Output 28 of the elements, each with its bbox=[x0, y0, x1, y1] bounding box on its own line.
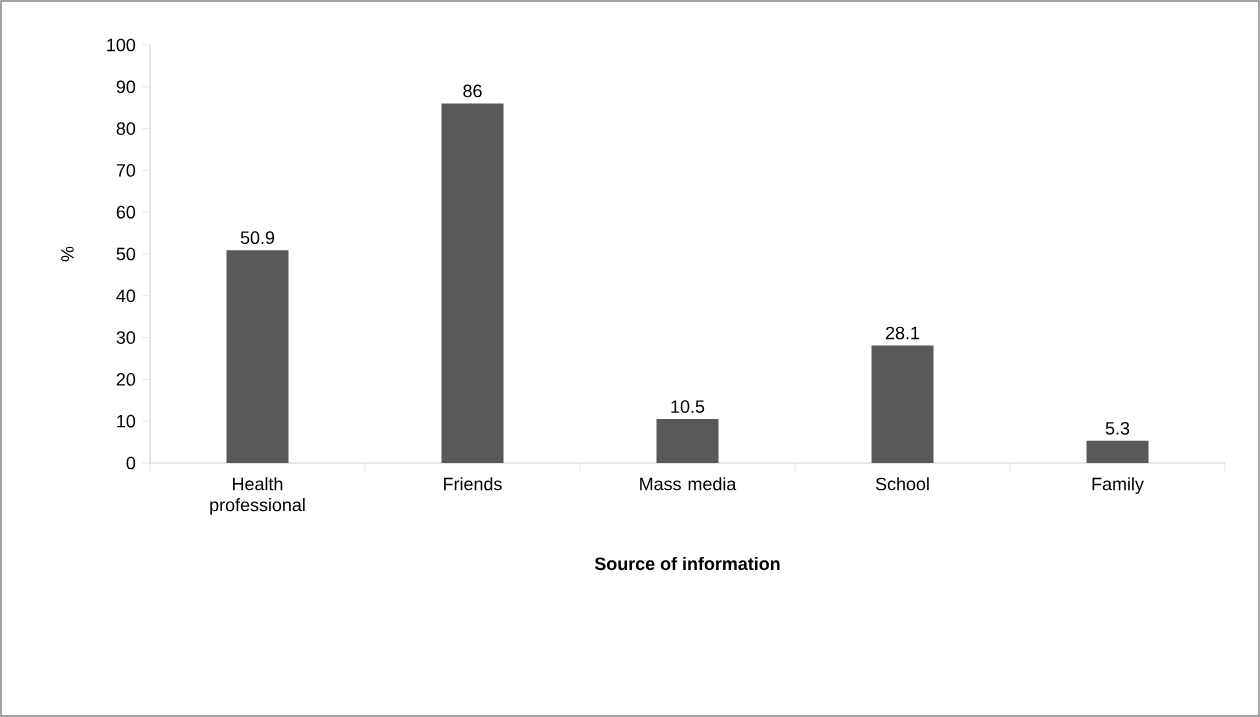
bar bbox=[871, 345, 934, 463]
y-tick-label: 80 bbox=[116, 122, 136, 135]
y-tick-label: 0 bbox=[126, 456, 136, 470]
y-tick-label: 50 bbox=[116, 247, 136, 261]
y-tick-label: 60 bbox=[116, 205, 136, 219]
y-axis-title: % bbox=[61, 246, 74, 262]
bar bbox=[1086, 440, 1149, 463]
data-label: 86 bbox=[463, 84, 482, 98]
bar bbox=[226, 250, 289, 463]
data-label: 50.9 bbox=[240, 231, 275, 245]
x-tick-label: Health professional bbox=[210, 477, 305, 515]
x-axis-title: Source of information bbox=[594, 556, 780, 571]
y-tick-label: 20 bbox=[116, 373, 136, 386]
bar bbox=[656, 419, 719, 463]
x-tick-label: School bbox=[875, 477, 929, 491]
x-tick-label: Friends bbox=[444, 477, 502, 491]
data-label: 10.5 bbox=[671, 400, 705, 413]
y-tick-label: 40 bbox=[116, 289, 136, 303]
x-tick-label: Family bbox=[1092, 477, 1144, 494]
y-tick-label: 100 bbox=[107, 38, 136, 52]
y-tick-label: 90 bbox=[116, 80, 136, 94]
data-label: 28.1 bbox=[885, 326, 920, 340]
x-tick-label: Mass media bbox=[640, 477, 737, 491]
bar bbox=[441, 103, 504, 463]
data-label: 5.3 bbox=[1105, 421, 1130, 435]
y-tick-label: 30 bbox=[116, 331, 136, 344]
y-tick-label: 10 bbox=[117, 414, 136, 428]
y-tick-label: 70 bbox=[116, 164, 136, 177]
